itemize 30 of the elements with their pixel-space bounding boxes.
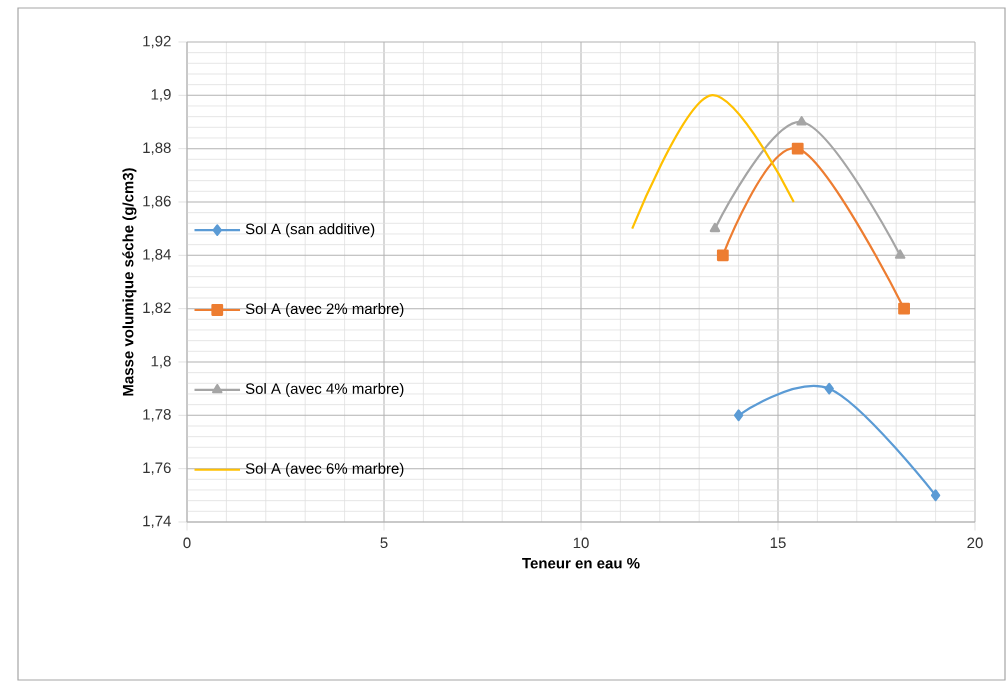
point [716, 249, 729, 262]
y-tick-label: 1,88 [143, 142, 171, 155]
x-tick-label: 0 [183, 537, 191, 549]
y-tick-label: 1,78 [143, 409, 171, 422]
legend-label: Sol A (avec 6% marbre) [245, 462, 404, 477]
y-tick-label: 1,86 [143, 195, 171, 209]
x-tick-label: 10 [573, 537, 589, 549]
y-tick-label: 1,8 [151, 355, 171, 369]
point [894, 249, 906, 259]
legend-label: Sol A (avec 2% marbre) [245, 303, 404, 318]
point [791, 142, 804, 155]
y-tick-label: 1,84 [143, 249, 171, 262]
y-axis-title: Masse volumique séche (g/cm3) [122, 168, 137, 396]
legend-label: Sol A (avec 4% marbre) [245, 382, 404, 397]
legend-label: Sol A (san additive) [245, 223, 375, 238]
point [796, 116, 807, 126]
point [709, 222, 721, 233]
point [898, 302, 910, 315]
point [733, 409, 744, 422]
point [930, 489, 941, 502]
x-axis-title: Teneur en eau % [522, 557, 640, 569]
y-tick-label: 1,92 [143, 35, 171, 49]
point [824, 382, 834, 395]
x-tick-label: 15 [770, 537, 786, 549]
y-tick-label: 1,76 [143, 462, 171, 475]
x-tick-label: 5 [380, 537, 388, 549]
y-tick-label: 1,82 [143, 302, 171, 315]
x-tick-label: 20 [967, 537, 983, 549]
y-tick-label: 1,74 [143, 515, 171, 529]
y-tick-label: 1,9 [151, 89, 171, 102]
